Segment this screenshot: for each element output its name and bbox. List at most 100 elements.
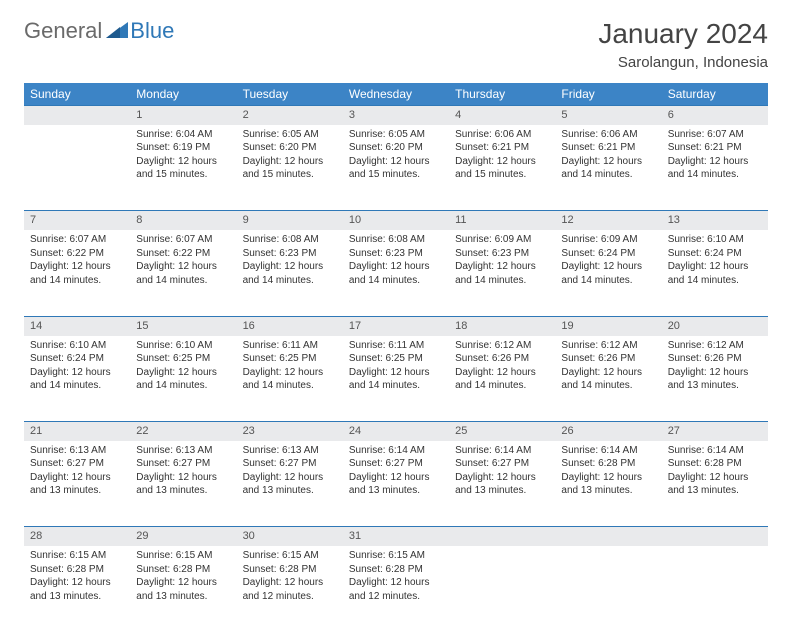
- sunrise-line: Sunrise: 6:08 AM: [349, 233, 443, 247]
- day-number-cell: 4: [449, 106, 555, 125]
- daylight-line: Daylight: 12 hours and 12 minutes.: [243, 576, 337, 603]
- title-block: January 2024 Sarolangun, Indonesia: [598, 18, 768, 71]
- logo: General Blue: [24, 18, 174, 44]
- daylight-line: Daylight: 12 hours and 14 minutes.: [136, 366, 230, 393]
- sunrise-line: Sunrise: 6:13 AM: [243, 444, 337, 458]
- logo-text-general: General: [24, 18, 102, 44]
- sunset-line: Sunset: 6:28 PM: [136, 563, 230, 577]
- day-info-row: Sunrise: 6:10 AM Sunset: 6:24 PM Daylight:…: [24, 336, 768, 422]
- daylight-line: Daylight: 12 hours and 14 minutes.: [349, 260, 443, 287]
- day-number-row: 21222324252627: [24, 422, 768, 441]
- day-info-cell: Sunrise: 6:15 AMSunset: 6:28 PMDaylight:…: [24, 546, 130, 632]
- day-info-cell: Sunrise: 6:09 AMSunset: 6:23 PMDaylight:…: [449, 230, 555, 316]
- sunrise-line: Sunrise: 6:04 AM: [136, 128, 230, 142]
- day-info-cell: Sunrise: 6:08 AMSunset: 6:23 PMDaylight:…: [343, 230, 449, 316]
- day-info-cell: Sunrise: 6:14 AMSunset: 6:27 PMDaylight:…: [449, 441, 555, 527]
- daylight-line: Daylight: 12 hours and 14 minutes.: [455, 260, 549, 287]
- day-info-row: Sunrise: 6:15 AMSunset: 6:28 PMDaylight:…: [24, 546, 768, 632]
- sunset-line: Sunset: 6:23 PM: [455, 247, 549, 261]
- daylight-line: Daylight: 12 hours and 14 minutes.: [136, 260, 230, 287]
- day-number-cell: 12: [555, 211, 661, 230]
- day-number-cell: 31: [343, 527, 449, 546]
- day-number-cell: 5: [555, 106, 661, 125]
- weekday-header: Monday: [130, 83, 236, 106]
- daylight-line: Daylight: 12 hours and 13 minutes.: [668, 366, 762, 393]
- day-number-cell: 22: [130, 422, 236, 441]
- day-info-cell: Sunrise: 6:06 AMSunset: 6:21 PMDaylight:…: [449, 125, 555, 211]
- month-title: January 2024: [598, 18, 768, 50]
- day-info-cell: [24, 125, 130, 211]
- sunset-line: Sunset: 6:22 PM: [30, 247, 124, 261]
- day-number-cell: 9: [237, 211, 343, 230]
- daylight-line: Daylight: 12 hours and 13 minutes.: [243, 471, 337, 498]
- sunset-line: Sunset: 6:27 PM: [349, 457, 443, 471]
- day-number-row: 123456: [24, 106, 768, 125]
- weekday-header: Saturday: [662, 83, 768, 106]
- daylight-line: Daylight: 12 hours and 14 minutes.: [561, 155, 655, 182]
- day-number-cell: 25: [449, 422, 555, 441]
- daylight-line: Daylight: 12 hours and 14 minutes.: [561, 366, 655, 393]
- daylight-line: Daylight: 12 hours and 13 minutes.: [561, 471, 655, 498]
- sunset-line: Sunset: 6:24 PM: [30, 352, 124, 366]
- day-info-cell: Sunrise: 6:14 AMSunset: 6:28 PMDaylight:…: [662, 441, 768, 527]
- sunset-line: Sunset: 6:19 PM: [136, 141, 230, 155]
- logo-triangle-icon: [106, 20, 128, 43]
- day-number-cell: 30: [237, 527, 343, 546]
- day-number-cell: 16: [237, 316, 343, 335]
- sunrise-line: Sunrise: 6:12 AM: [455, 339, 549, 353]
- day-number-cell: 7: [24, 211, 130, 230]
- sunset-line: Sunset: 6:21 PM: [455, 141, 549, 155]
- day-number-cell: 26: [555, 422, 661, 441]
- day-number-cell: 10: [343, 211, 449, 230]
- day-info-cell: Sunrise: 6:12 AMSunset: 6:26 PMDaylight:…: [449, 336, 555, 422]
- daylight-line: Daylight: 12 hours and 14 minutes.: [243, 366, 337, 393]
- sunset-line: Sunset: 6:25 PM: [349, 352, 443, 366]
- sunrise-line: Sunrise: 6:05 AM: [349, 128, 443, 142]
- day-number-cell: 27: [662, 422, 768, 441]
- day-number-cell: 11: [449, 211, 555, 230]
- day-number-cell: 2: [237, 106, 343, 125]
- sunrise-line: Sunrise: 6:15 AM: [243, 549, 337, 563]
- sunset-line: Sunset: 6:27 PM: [455, 457, 549, 471]
- day-info-cell: Sunrise: 6:15 AMSunset: 6:28 PMDaylight:…: [343, 546, 449, 632]
- sunset-line: Sunset: 6:26 PM: [668, 352, 762, 366]
- sunrise-line: Sunrise: 6:11 AM: [349, 339, 443, 353]
- sunset-line: Sunset: 6:25 PM: [243, 352, 337, 366]
- sunset-line: Sunset: 6:27 PM: [136, 457, 230, 471]
- daylight-line: Daylight: 12 hours and 14 minutes.: [349, 366, 443, 393]
- sunset-line: Sunset: 6:24 PM: [561, 247, 655, 261]
- weekday-header: Wednesday: [343, 83, 449, 106]
- day-number-cell: 28: [24, 527, 130, 546]
- sunset-line: Sunset: 6:23 PM: [349, 247, 443, 261]
- sunset-line: Sunset: 6:28 PM: [668, 457, 762, 471]
- day-info-cell: [555, 546, 661, 632]
- sunrise-line: Sunrise: 6:09 AM: [455, 233, 549, 247]
- daylight-line: Daylight: 12 hours and 13 minutes.: [455, 471, 549, 498]
- day-info-cell: Sunrise: 6:05 AMSunset: 6:20 PMDaylight:…: [237, 125, 343, 211]
- sunset-line: Sunset: 6:26 PM: [561, 352, 655, 366]
- sunrise-line: Sunrise: 6:07 AM: [668, 128, 762, 142]
- sunrise-line: Sunrise: 6:15 AM: [349, 549, 443, 563]
- sunrise-line: Sunrise: 6:12 AM: [561, 339, 655, 353]
- day-info-cell: Sunrise: 6:04 AMSunset: 6:19 PMDaylight:…: [130, 125, 236, 211]
- day-number-cell: 15: [130, 316, 236, 335]
- sunrise-line: Sunrise: 6:10 AM: [136, 339, 230, 353]
- day-number-cell: 21: [24, 422, 130, 441]
- sunrise-line: Sunrise: 6:09 AM: [561, 233, 655, 247]
- daylight-line: Daylight: 12 hours and 13 minutes.: [668, 471, 762, 498]
- sunrise-line: Sunrise: 6:06 AM: [561, 128, 655, 142]
- daylight-line: Daylight: 12 hours and 14 minutes.: [668, 155, 762, 182]
- day-number-cell: 3: [343, 106, 449, 125]
- day-number-cell: 23: [237, 422, 343, 441]
- daylight-line: Daylight: 12 hours and 13 minutes.: [136, 471, 230, 498]
- day-number-cell: [662, 527, 768, 546]
- day-number-cell: 14: [24, 316, 130, 335]
- sunrise-line: Sunrise: 6:07 AM: [136, 233, 230, 247]
- sunset-line: Sunset: 6:28 PM: [349, 563, 443, 577]
- day-info-cell: Sunrise: 6:14 AMSunset: 6:27 PMDaylight:…: [343, 441, 449, 527]
- day-number-cell: 6: [662, 106, 768, 125]
- day-number-cell: 13: [662, 211, 768, 230]
- day-info-cell: Sunrise: 6:08 AMSunset: 6:23 PMDaylight:…: [237, 230, 343, 316]
- day-number-cell: 29: [130, 527, 236, 546]
- sunrise-line: Sunrise: 6:14 AM: [455, 444, 549, 458]
